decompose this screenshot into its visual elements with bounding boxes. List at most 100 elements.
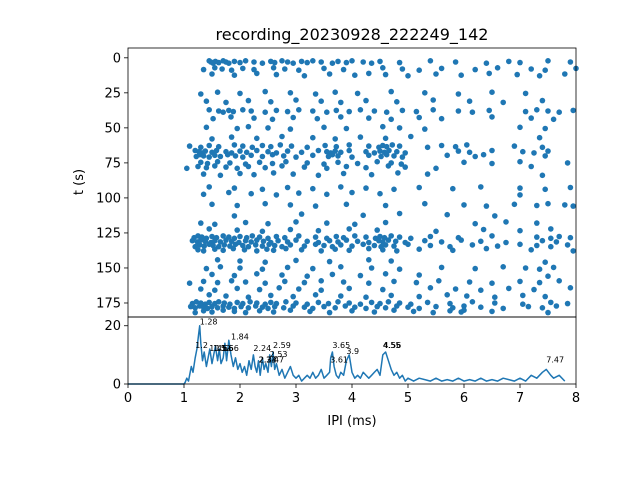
raster-point bbox=[343, 125, 350, 132]
raster-point bbox=[228, 238, 235, 245]
raster-point bbox=[405, 73, 411, 79]
raster-point bbox=[310, 265, 316, 272]
raster-point bbox=[396, 234, 403, 240]
raster-point bbox=[383, 109, 390, 115]
raster-point bbox=[277, 142, 284, 148]
raster-point bbox=[385, 163, 392, 169]
raster-point bbox=[275, 237, 281, 244]
raster-point bbox=[483, 60, 490, 66]
raster-point bbox=[450, 185, 456, 192]
histogram-peak-label: 7.47 bbox=[546, 356, 564, 365]
histogram-peak-label: 4.56 bbox=[383, 341, 401, 350]
histogram-x-tick-label: 6 bbox=[460, 391, 468, 406]
raster-point bbox=[321, 65, 327, 72]
raster-point bbox=[427, 233, 434, 240]
raster-point bbox=[368, 60, 375, 66]
raster-point bbox=[343, 201, 350, 208]
raster-point bbox=[266, 241, 272, 248]
raster-point bbox=[366, 257, 372, 263]
raster-point bbox=[377, 58, 383, 65]
raster-point bbox=[450, 247, 456, 254]
raster-point bbox=[492, 294, 498, 301]
raster-point bbox=[433, 165, 439, 172]
raster-point bbox=[298, 149, 305, 156]
raster-point bbox=[324, 109, 330, 115]
raster-point bbox=[301, 73, 308, 79]
raster-point bbox=[321, 303, 327, 310]
raster-point bbox=[256, 159, 263, 166]
raster-point bbox=[335, 299, 341, 305]
raster-point bbox=[304, 59, 311, 66]
histogram-x-ticks: 0 1 2 3 4 5 6 7 8 bbox=[124, 384, 580, 406]
raster-point bbox=[192, 309, 198, 316]
raster-point bbox=[489, 147, 495, 154]
raster-point bbox=[408, 235, 414, 242]
raster-point bbox=[542, 125, 548, 132]
raster-point bbox=[248, 190, 254, 197]
raster-point bbox=[548, 235, 554, 242]
raster-point bbox=[214, 158, 221, 165]
raster-point bbox=[534, 242, 540, 249]
raster-point bbox=[340, 279, 347, 285]
raster-point bbox=[374, 227, 381, 233]
raster-point bbox=[215, 59, 222, 66]
raster-point bbox=[461, 202, 467, 208]
raster-point bbox=[240, 242, 246, 249]
raster-point bbox=[242, 219, 249, 226]
raster-point bbox=[200, 278, 207, 285]
raster-point bbox=[293, 237, 299, 243]
raster-point bbox=[338, 114, 344, 120]
raster-point bbox=[427, 58, 434, 64]
raster-point bbox=[284, 264, 291, 271]
raster-point bbox=[256, 308, 263, 314]
raster-point bbox=[452, 143, 459, 150]
raster-point bbox=[391, 243, 397, 249]
raster-point bbox=[360, 241, 367, 248]
raster-point bbox=[271, 59, 278, 66]
raster-point bbox=[422, 90, 428, 96]
raster-point bbox=[522, 108, 529, 115]
raster-point bbox=[253, 237, 260, 243]
raster-point bbox=[262, 280, 269, 287]
raster-point bbox=[366, 70, 372, 77]
raster-point bbox=[469, 109, 476, 115]
raster-point bbox=[298, 247, 305, 253]
raster-point bbox=[256, 286, 263, 293]
raster-point bbox=[310, 185, 316, 192]
raster-point bbox=[536, 266, 543, 273]
raster-point bbox=[273, 233, 280, 240]
raster-point bbox=[402, 150, 409, 156]
raster-point bbox=[262, 164, 269, 171]
histogram-x-tick-label: 0 bbox=[124, 391, 132, 406]
raster-point bbox=[265, 235, 271, 242]
raster-point bbox=[548, 299, 554, 306]
raster-point bbox=[333, 143, 340, 150]
raster-point bbox=[268, 292, 274, 299]
raster-point bbox=[542, 293, 548, 300]
raster-point bbox=[193, 299, 200, 305]
raster-point bbox=[388, 88, 395, 95]
raster-point bbox=[249, 144, 256, 151]
raster-point bbox=[192, 305, 198, 311]
raster-point bbox=[567, 59, 574, 65]
raster-point bbox=[553, 303, 560, 309]
raster-point bbox=[483, 245, 490, 252]
raster-point bbox=[534, 107, 540, 113]
raster-point bbox=[282, 278, 288, 285]
raster-point bbox=[206, 107, 212, 113]
histogram-peak-label: 3.65 bbox=[332, 341, 350, 350]
raster-y-ticks: 0 25 50 75 100 125 150 175 bbox=[96, 51, 128, 311]
raster-point bbox=[506, 285, 512, 292]
raster-point bbox=[427, 242, 434, 249]
raster-point bbox=[293, 219, 299, 225]
raster-point bbox=[270, 170, 277, 176]
raster-point bbox=[503, 239, 509, 246]
raster-point bbox=[220, 303, 226, 309]
raster-point bbox=[550, 116, 557, 123]
raster-point bbox=[326, 309, 333, 316]
raster-point bbox=[545, 148, 551, 154]
raster-point bbox=[212, 163, 218, 169]
raster-point bbox=[357, 134, 364, 140]
raster-point bbox=[312, 234, 319, 240]
